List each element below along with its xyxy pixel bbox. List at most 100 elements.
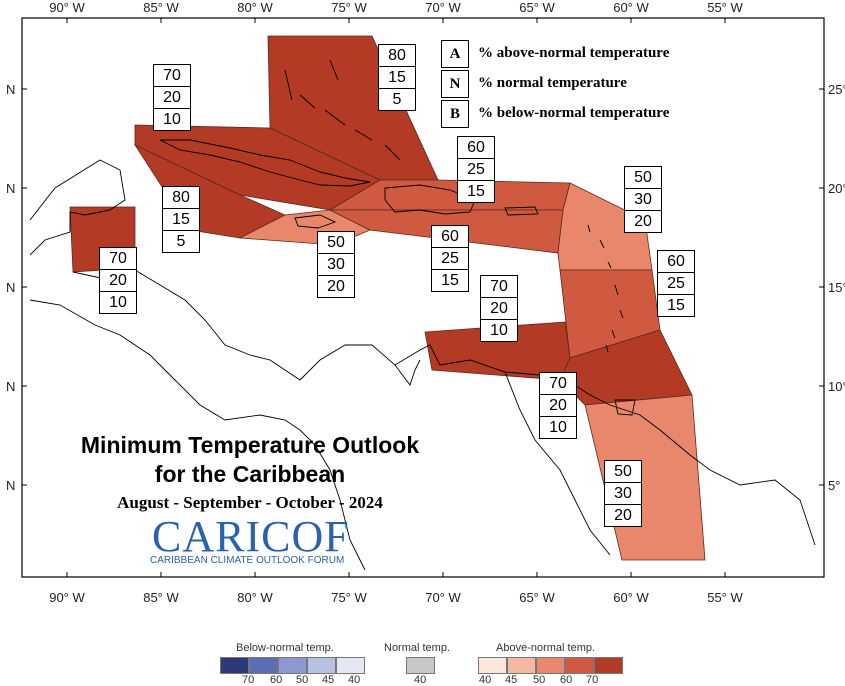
bottom-lon-label: 85° W (143, 590, 179, 605)
prob-box-cayman: 80 15 5 (162, 186, 200, 253)
colorbar-swatch-above-45 (507, 657, 536, 674)
colorbar-swatch-below-45 (307, 657, 336, 674)
coastline-trinidad (614, 399, 636, 416)
prob-normal: 30 (318, 254, 354, 276)
prob-box-windward: 60 25 15 (657, 250, 695, 317)
caricof-logo-subtitle: CARIBBEAN CLIMATE OUTLOOK FORUM (150, 555, 345, 566)
season-label: August - September - October - 2024 (117, 493, 383, 512)
coastlines (29, 59, 816, 571)
coastline-puerto-rico (504, 206, 539, 216)
colorbar-tick: 70 (586, 674, 599, 686)
left-lat-label: N (6, 82, 15, 97)
colorbar-tick: 40 (479, 674, 492, 686)
coastline-cuba (159, 139, 371, 187)
colorbar-swatch-below-40 (336, 657, 365, 674)
prob-above: 50 (605, 461, 641, 483)
right-latitude-labels: 25° 20° 15° 10° 5° (828, 82, 845, 493)
prob-box-bahamas: 80 15 5 (378, 44, 416, 111)
coastline-central-america (72, 269, 421, 386)
colorbar-tick: 40 (414, 674, 427, 686)
tick-marks (22, 18, 824, 577)
prob-below: 20 (634, 213, 652, 230)
left-lat-label: N (6, 181, 15, 196)
colorbar-tick: 50 (533, 674, 546, 686)
bottom-lon-label: 70° W (425, 590, 461, 605)
bottom-longitude-labels: 90° W 85° W 80° W 75° W 70° W 65° W 60° … (49, 590, 743, 605)
colorbar-swatch-above-40 (478, 657, 507, 674)
bottom-lon-label: 65° W (519, 590, 555, 605)
bottom-lon-label: 75° W (331, 590, 367, 605)
prob-below: 15 (441, 272, 459, 289)
forecast-regions (69, 35, 706, 561)
colorbar-tick: 60 (270, 674, 283, 686)
key-letter-a: A (441, 40, 469, 68)
prob-above: 50 (318, 232, 354, 254)
prob-above: 60 (658, 251, 694, 273)
colorbar-swatch-below-70 (220, 657, 249, 674)
prob-normal: 20 (481, 298, 517, 320)
coastline-bahamas (284, 59, 401, 161)
coastline-hispaniola (384, 184, 476, 215)
prob-box-guianas: 50 30 20 (604, 460, 642, 527)
prob-below: 10 (549, 419, 567, 436)
prob-above: 80 (379, 45, 415, 67)
left-lat-label: N (6, 379, 15, 394)
prob-box-trinidad: 70 20 10 (539, 372, 577, 439)
colorbar-swatch-above-60 (565, 657, 594, 674)
prob-normal: 15 (163, 209, 199, 231)
bottom-lon-label: 90° W (49, 590, 85, 605)
map-title: Minimum Temperature Outlook (80, 432, 420, 458)
map-title-line2: for the Caribbean (154, 461, 346, 487)
prob-box-cuba: 70 20 10 (153, 64, 191, 131)
coastline-jamaica (294, 214, 337, 229)
prob-normal: 25 (658, 273, 694, 295)
prob-above: 50 (625, 167, 661, 189)
colorbar-tick: 70 (242, 674, 255, 686)
top-lon-label: 85° W (143, 0, 179, 15)
colorbar-tick: 45 (505, 674, 518, 686)
top-lon-label: 55° W (707, 0, 743, 15)
prob-above: 60 (432, 226, 468, 248)
top-lon-label: 70° W (425, 0, 461, 15)
prob-below: 15 (467, 183, 485, 200)
coastline-pacific (29, 299, 366, 571)
prob-above: 70 (540, 373, 576, 395)
caricof-logo: CARICOF (152, 512, 350, 561)
colorbar-below-title: Below-normal temp. (236, 642, 334, 654)
colorbar-above-title: Above-normal temp. (496, 642, 596, 654)
colorbar-swatch-above-70 (594, 657, 623, 674)
colorbar-tick: 60 (560, 674, 573, 686)
prob-below: 10 (109, 294, 127, 311)
coastline-southamerica-inland (504, 371, 611, 556)
key-letter-n: N (441, 70, 469, 98)
left-lat-label: N (6, 280, 15, 295)
prob-below: 15 (667, 297, 685, 314)
colorbar-swatch-above-50 (536, 657, 565, 674)
coastline-yucatan (29, 159, 126, 256)
top-lon-label: 60° W (613, 0, 649, 15)
colorbar-swatch-normal (406, 657, 435, 674)
top-lon-label: 75° W (331, 0, 367, 15)
prob-above: 80 (163, 187, 199, 209)
prob-normal: 30 (605, 483, 641, 505)
right-lat-label: 25° (828, 82, 845, 97)
prob-box-abc: 70 20 10 (480, 275, 518, 342)
right-lat-label: 15° (828, 280, 845, 295)
prob-box-leeward: 50 30 20 (624, 166, 662, 233)
coastline-lesser-antilles (587, 224, 624, 353)
key-text-normal: % normal temperature (478, 75, 627, 91)
key-letter-b: B (441, 100, 469, 128)
prob-below: 20 (327, 278, 345, 295)
right-lat-label: 20° (828, 181, 845, 196)
prob-normal: 25 (432, 248, 468, 270)
colorbar-tick: 40 (348, 674, 361, 686)
right-lat-label: 10° (828, 379, 845, 394)
key-text-below: % below-normal temperature (478, 105, 670, 121)
top-longitude-labels: 90° W 85° W 80° W 75° W 70° W 65° W 60° … (49, 0, 743, 15)
bottom-lon-label: 55° W (707, 590, 743, 605)
prob-below: 5 (176, 233, 186, 250)
prob-normal: 20 (154, 87, 190, 109)
colorbar-normal-title: Normal temp. (384, 642, 451, 654)
prob-below: 5 (392, 91, 402, 108)
colorbar-tick: 45 (322, 674, 335, 686)
